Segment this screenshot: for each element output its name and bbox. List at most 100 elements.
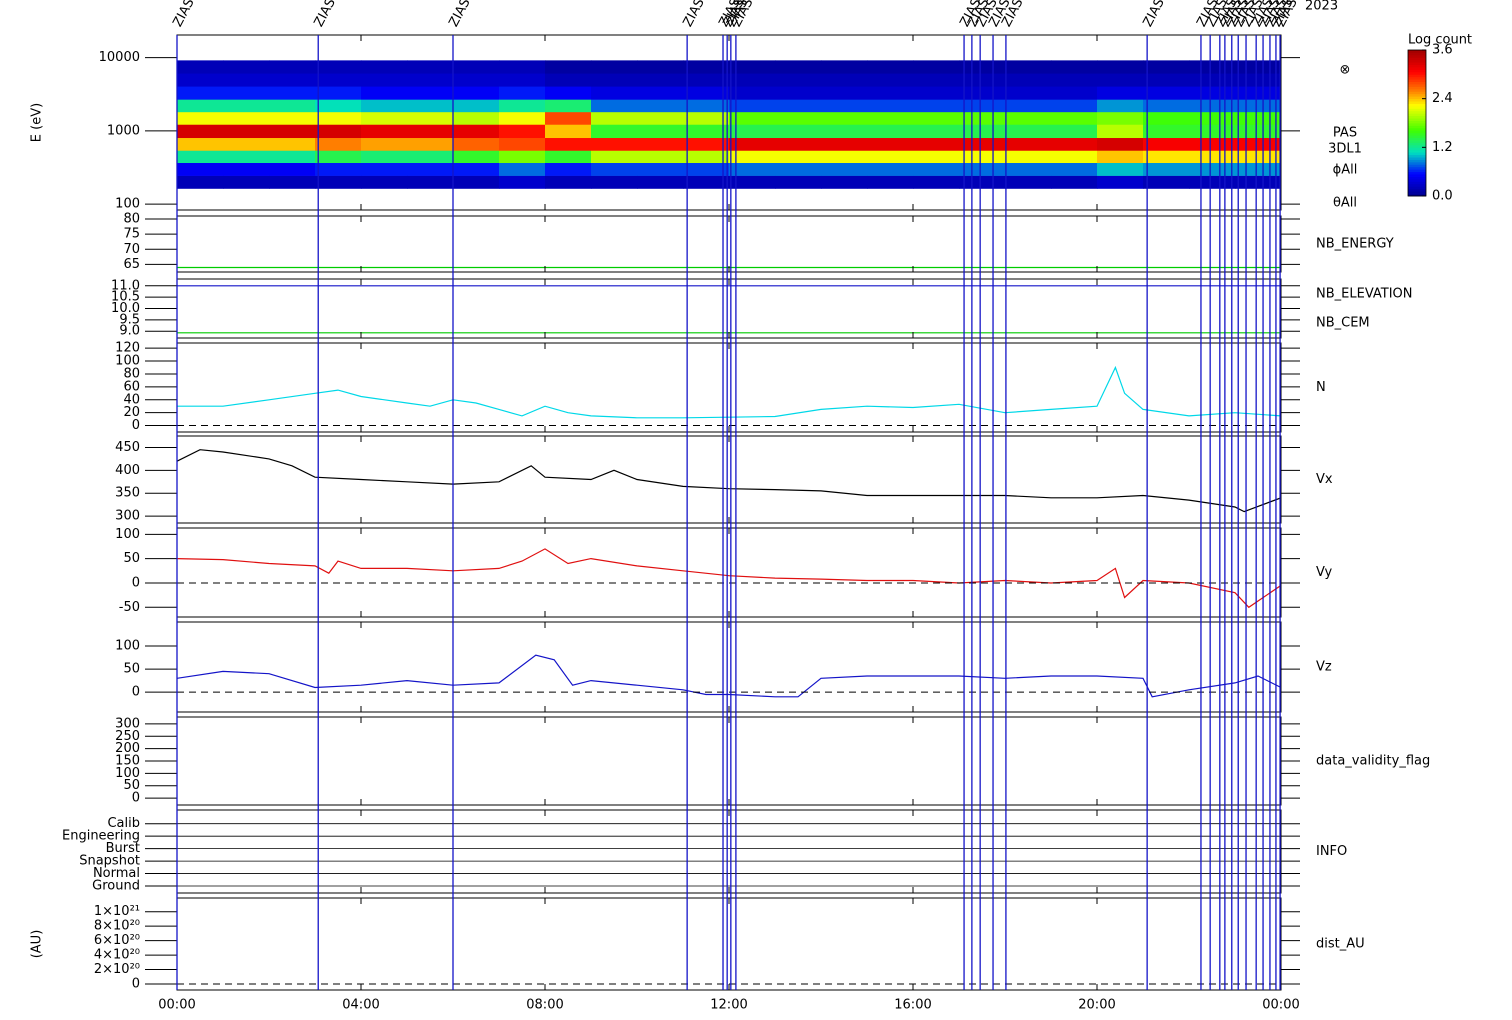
heatmap-cell xyxy=(407,175,454,189)
heatmap-cell xyxy=(1235,73,1281,87)
heatmap-cell xyxy=(729,150,776,164)
heatmap-cell xyxy=(545,162,592,176)
heatmap-cell xyxy=(177,111,224,125)
panel-label: INFO xyxy=(1316,844,1347,859)
heatmap-cell xyxy=(453,111,500,125)
colorbar-swatch xyxy=(1408,181,1426,185)
y-tick-label: 400 xyxy=(115,463,140,478)
heatmap-cell xyxy=(775,73,822,87)
heatmap-cell xyxy=(591,99,638,113)
x-tick-label: 08:00 xyxy=(526,998,563,1013)
heatmap-cell xyxy=(315,99,362,113)
heatmap-cell xyxy=(867,73,914,87)
heatmap-cell xyxy=(545,73,592,87)
heatmap-cell xyxy=(1189,73,1236,87)
heatmap-cell xyxy=(177,162,224,176)
series-line xyxy=(177,548,1281,609)
colorbar-swatch xyxy=(1408,76,1426,80)
heatmap-cell xyxy=(269,60,316,74)
panel-frame xyxy=(176,215,1282,273)
heatmap-cell xyxy=(545,175,592,189)
colorbar-swatch xyxy=(1408,193,1426,197)
colorbar-swatch xyxy=(1408,57,1426,61)
panel-plot xyxy=(177,654,1281,698)
y-tick-label: Ground xyxy=(92,879,140,894)
panel-frame xyxy=(176,527,1282,618)
y-tick-label: 50 xyxy=(123,662,140,677)
heatmap-cell xyxy=(223,60,270,74)
y-tick-label: 100 xyxy=(115,766,140,781)
heatmap-cell xyxy=(177,124,224,139)
heatmap-cell xyxy=(223,111,270,125)
heatmap-cell xyxy=(821,60,868,74)
heatmap-cell xyxy=(913,124,960,139)
y-tick-label: 450 xyxy=(115,440,140,455)
heatmap-cell xyxy=(637,162,684,176)
y-tick-label: 300 xyxy=(115,716,140,731)
y-axis-label: E (eV) xyxy=(30,103,45,142)
colorbar-swatch xyxy=(1408,191,1426,194)
y-tick-label: 10000 xyxy=(99,50,140,65)
colorbar-swatch xyxy=(1408,113,1426,117)
series-label: Vz xyxy=(1316,660,1332,675)
heatmap-cell xyxy=(729,111,776,125)
colorbar-swatch xyxy=(1408,62,1426,65)
heatmap-cell xyxy=(407,99,454,113)
heatmap-cell xyxy=(1235,124,1281,139)
heatmap-cell xyxy=(177,86,224,100)
heatmap-cell xyxy=(545,60,592,74)
heatmap-cell xyxy=(821,137,868,151)
heatmap-cell xyxy=(1051,86,1098,100)
heatmap-cell xyxy=(1235,175,1281,189)
heatmap-cell xyxy=(637,124,684,139)
heatmap-cell xyxy=(1189,86,1236,100)
heatmap-cell xyxy=(1051,137,1098,151)
heatmap-cell xyxy=(775,111,822,125)
colorbar-swatch xyxy=(1408,176,1426,180)
event-marker-label: ZIAS xyxy=(1141,0,1168,30)
heatmap-cell xyxy=(223,150,270,164)
y-tick-label: 9.0 xyxy=(119,324,140,339)
heatmap-cell xyxy=(775,137,822,151)
heatmap-cell xyxy=(1005,73,1052,87)
heatmap-cell xyxy=(1097,60,1144,74)
heatmap-cell xyxy=(407,86,454,100)
heatmap-cell xyxy=(683,99,730,113)
heatmap-cell xyxy=(1189,60,1236,74)
heatmap-cell xyxy=(821,99,868,113)
heatmap-cell xyxy=(637,175,684,189)
heatmap-cell xyxy=(867,162,914,176)
y-tick-label: 9.5 xyxy=(119,312,140,327)
heatmap-cell xyxy=(959,162,1006,176)
event-marker-label: ZIAS xyxy=(446,0,473,30)
heatmap-cell xyxy=(637,60,684,74)
colorbar-swatch xyxy=(1408,115,1426,119)
heatmap-cell xyxy=(1097,175,1144,189)
colorbar-swatch xyxy=(1408,81,1426,85)
colorbar-swatch xyxy=(1408,149,1426,153)
heatmap-cell xyxy=(637,150,684,164)
heatmap-cell xyxy=(729,73,776,87)
heatmap-cell xyxy=(269,86,316,100)
heatmap-cell xyxy=(867,137,914,151)
heatmap-cell xyxy=(177,137,224,151)
heatmap-cell xyxy=(1005,86,1052,100)
heatmap-cell xyxy=(821,124,868,139)
heatmap-cell xyxy=(1005,99,1052,113)
colorbar-swatch xyxy=(1408,159,1426,163)
heatmap-cell xyxy=(913,162,960,176)
series-label: N xyxy=(1316,380,1326,395)
annotation: ϕAll xyxy=(1333,163,1358,178)
heatmap-cell xyxy=(729,124,776,139)
heatmap-cell xyxy=(223,137,270,151)
heatmap-cell xyxy=(1051,150,1098,164)
annotation: θAll xyxy=(1333,196,1357,211)
y-tick-label: 200 xyxy=(115,741,140,756)
panel-plot xyxy=(177,548,1281,609)
heatmap-cell xyxy=(499,150,546,164)
heatmap-cell xyxy=(361,137,408,151)
heatmap-cell xyxy=(361,175,408,189)
panel-frame xyxy=(176,716,1282,806)
colorbar-swatch xyxy=(1408,71,1426,75)
heatmap-cell xyxy=(729,60,776,74)
